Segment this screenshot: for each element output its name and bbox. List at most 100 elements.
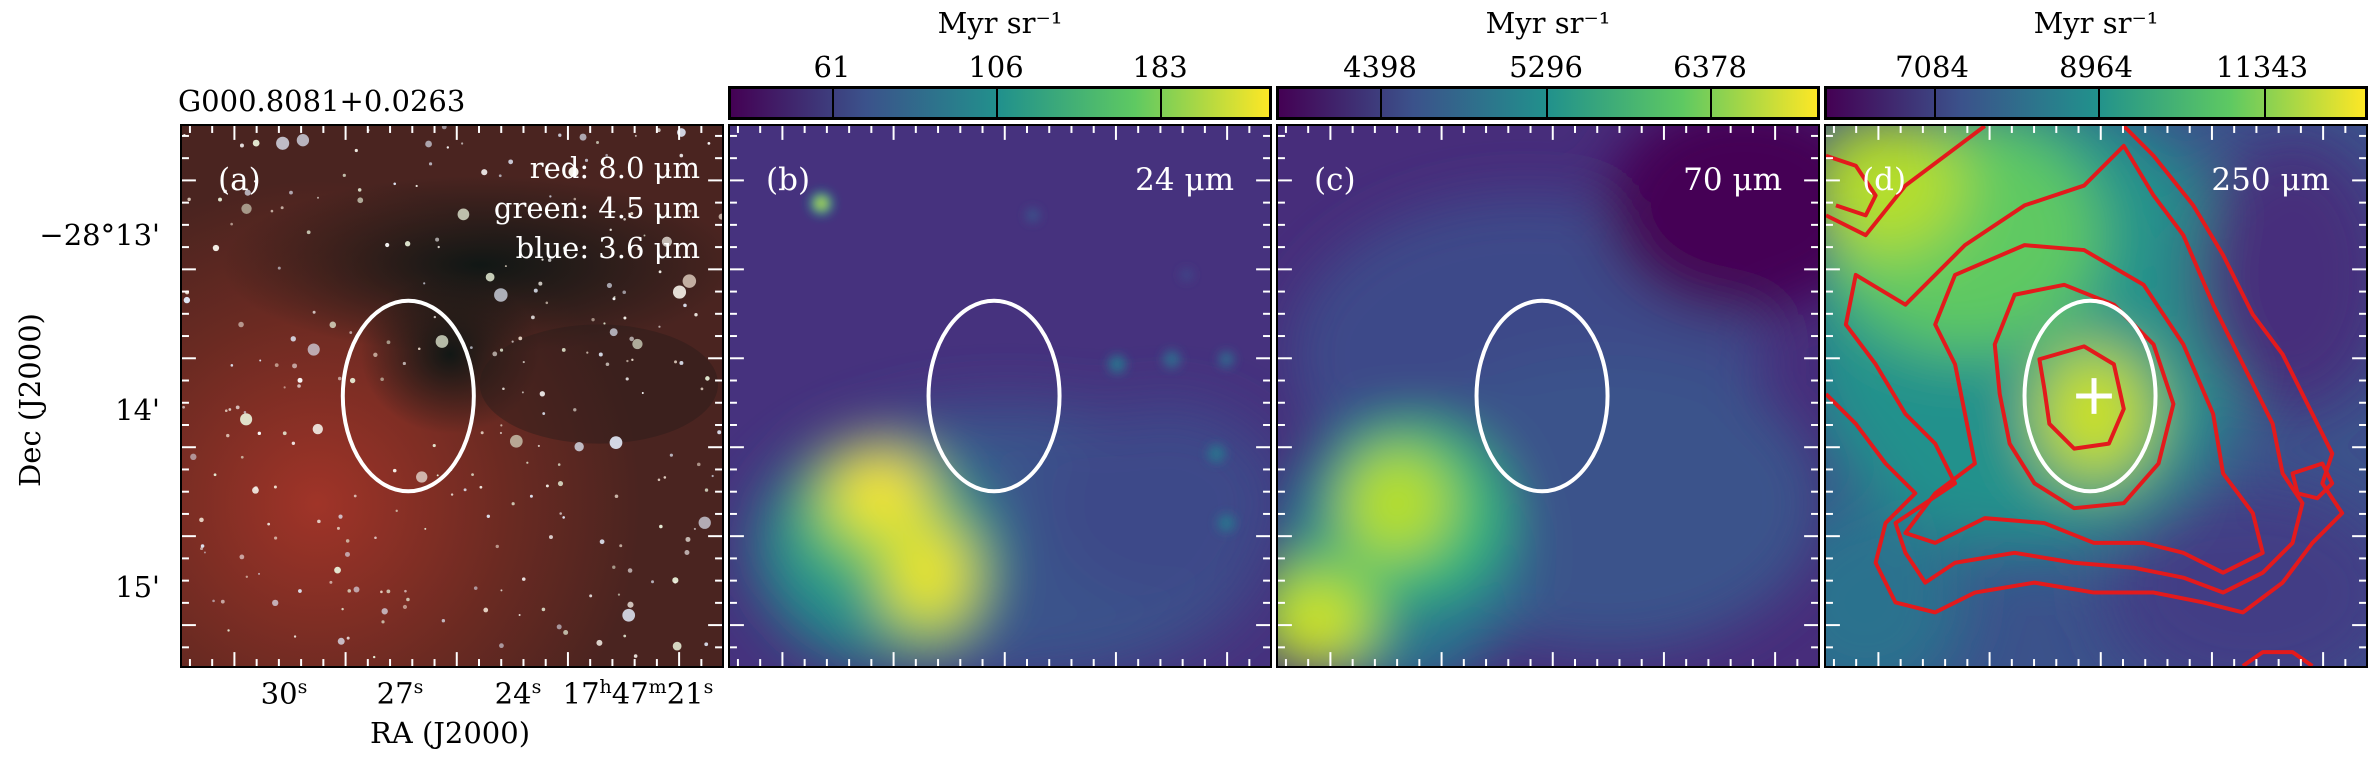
star — [609, 228, 612, 232]
contour-line — [1826, 126, 2345, 615]
star — [354, 148, 358, 153]
star — [643, 234, 646, 237]
star — [605, 153, 608, 157]
star — [661, 236, 672, 247]
star — [273, 485, 277, 489]
star — [700, 387, 704, 391]
star — [450, 493, 454, 496]
star — [479, 485, 483, 489]
rgb-composite-image — [182, 126, 722, 666]
star — [718, 213, 722, 220]
star — [694, 313, 698, 317]
star — [227, 629, 230, 632]
star — [437, 245, 440, 249]
star — [212, 244, 220, 252]
contour-line — [1826, 153, 1878, 218]
star — [672, 285, 687, 299]
star — [230, 222, 233, 226]
panel-c-70um-image: (c) 70 μm — [1276, 124, 1820, 668]
band-legend: red: 8.0 μm green: 4.5 μm blue: 3.6 μm — [494, 148, 700, 268]
star — [353, 586, 360, 593]
star — [606, 282, 613, 288]
star — [415, 184, 418, 188]
star — [380, 590, 383, 594]
star — [282, 431, 287, 436]
star — [298, 589, 302, 593]
aperture-ellipse — [340, 298, 476, 494]
star — [504, 265, 507, 268]
star — [306, 230, 311, 235]
star — [312, 310, 316, 314]
star — [625, 377, 629, 381]
star — [425, 140, 432, 148]
star — [614, 494, 619, 499]
star — [499, 643, 504, 649]
panel-label: (a) — [218, 162, 261, 198]
star — [244, 189, 251, 196]
star — [277, 266, 281, 270]
star — [589, 594, 593, 598]
star — [461, 142, 464, 145]
star — [619, 544, 623, 548]
star — [381, 608, 388, 615]
star — [416, 471, 428, 483]
star — [672, 641, 682, 651]
star — [347, 589, 352, 593]
star — [187, 197, 191, 202]
star — [253, 180, 257, 183]
star — [495, 544, 499, 549]
star — [241, 203, 252, 214]
contours — [1826, 126, 2345, 666]
star — [481, 169, 488, 176]
star — [433, 315, 437, 319]
star — [238, 321, 244, 328]
panel-b-24um-image: (b) 24 μm — [728, 124, 1272, 668]
star — [239, 554, 245, 560]
star — [243, 410, 247, 414]
star — [190, 453, 197, 461]
star — [677, 128, 686, 137]
star — [254, 486, 258, 490]
star — [337, 376, 342, 381]
star — [711, 474, 714, 478]
star — [598, 352, 603, 357]
colorbar-gradient — [1276, 86, 1820, 120]
star — [627, 568, 633, 573]
colorbar-tick-label: 106 — [968, 50, 1024, 84]
peak-marker — [2076, 378, 2112, 414]
star — [693, 527, 696, 531]
colorbar-tick-label: 183 — [1132, 50, 1188, 84]
star — [258, 572, 261, 575]
star — [679, 153, 684, 158]
star — [218, 197, 223, 202]
star — [424, 527, 427, 530]
star — [317, 519, 321, 524]
star — [511, 340, 514, 343]
contour-line — [1903, 243, 2265, 575]
star — [605, 362, 610, 367]
star — [568, 166, 579, 178]
star — [556, 624, 562, 630]
star — [220, 599, 225, 604]
star — [531, 315, 535, 320]
aperture-ellipse — [926, 298, 1062, 494]
star — [533, 166, 537, 169]
colorbar-title: Myr sr⁻¹ — [2033, 6, 2159, 40]
star — [267, 522, 271, 526]
star — [441, 619, 446, 623]
star — [538, 281, 543, 286]
star — [704, 488, 709, 492]
star — [296, 134, 310, 147]
star — [557, 480, 564, 487]
star — [658, 325, 661, 328]
star — [533, 288, 538, 293]
star — [203, 551, 206, 554]
x-tick-label: 24s — [494, 676, 542, 711]
legend-green: green: 4.5 μm — [493, 191, 700, 225]
star — [547, 258, 552, 262]
star — [297, 377, 303, 383]
star — [586, 351, 589, 354]
star — [633, 654, 638, 658]
panel-label: (b) — [766, 162, 811, 198]
star — [521, 577, 526, 581]
